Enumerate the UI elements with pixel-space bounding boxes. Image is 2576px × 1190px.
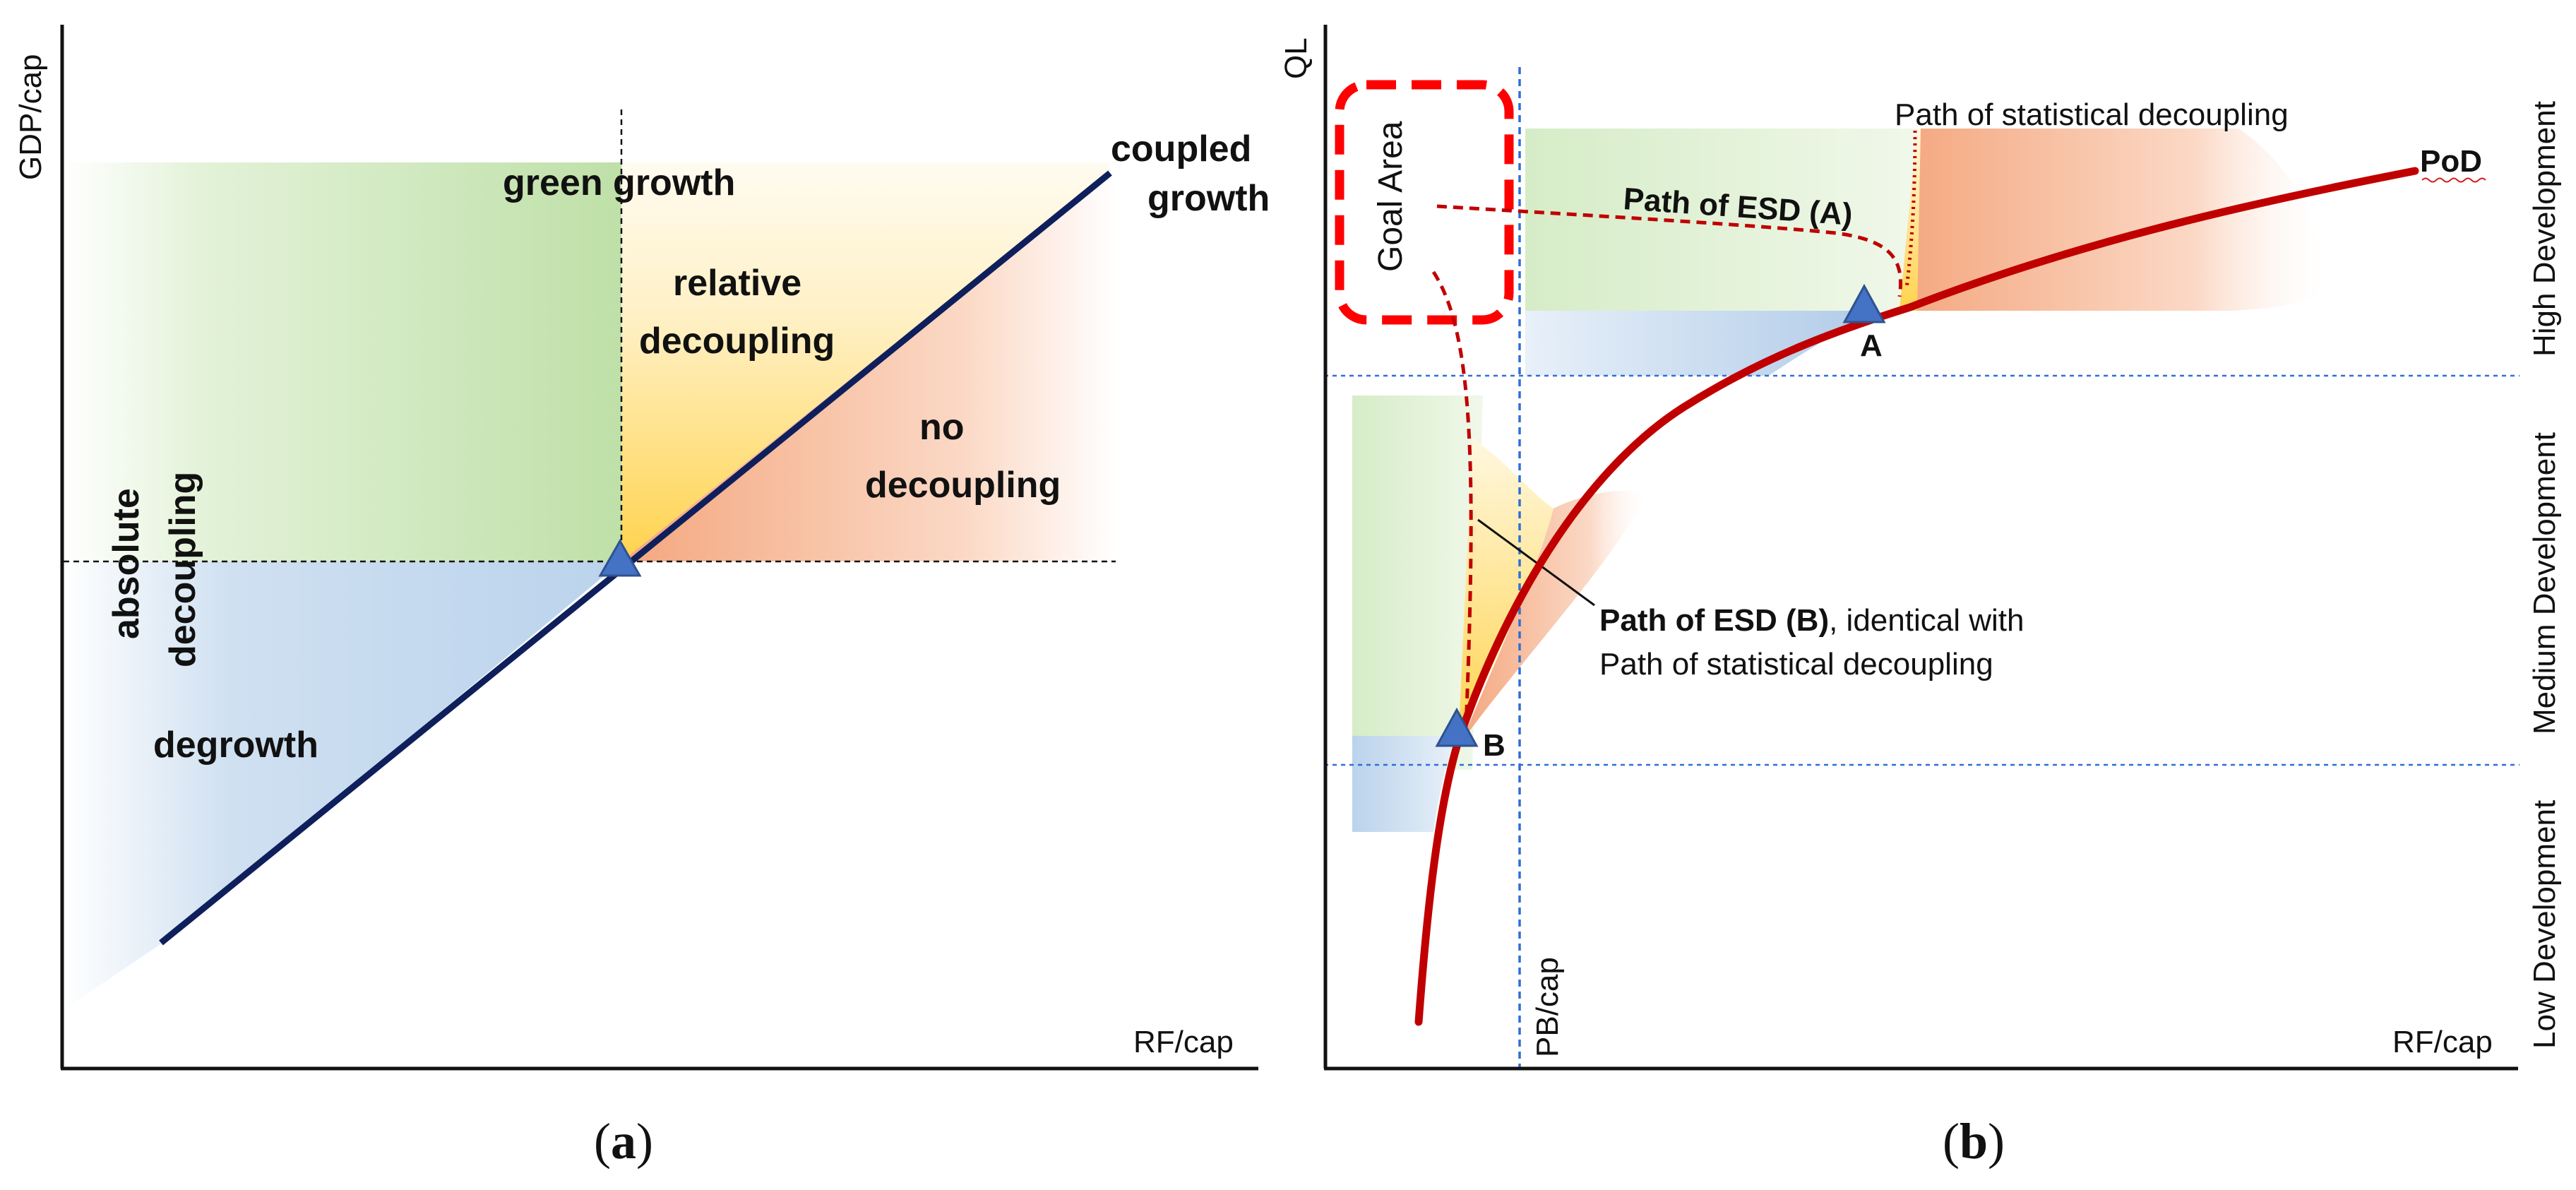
pod-curve bbox=[1414, 167, 2419, 1026]
esd-b-leader-line bbox=[1477, 518, 1595, 607]
pb-cap-label: PB/cap bbox=[1530, 957, 1565, 1057]
relative-decoupling-region bbox=[621, 162, 1109, 561]
absolute-decoupling-label-line2: decoupling bbox=[162, 472, 203, 667]
medium-development-label: Medium Development bbox=[2527, 432, 2562, 734]
path-esd-b-label: Path of ESD (B), identical with bbox=[1599, 603, 2024, 638]
panel-b: Goal Area QL RF/cap PB/cap PoD A B Path … bbox=[1279, 25, 2562, 1170]
coupled-growth-label-line2: growth bbox=[1147, 178, 1270, 219]
panel-a: GDP/cap RF/cap green growth coupled grow… bbox=[13, 25, 1270, 1170]
goal-area-label: Goal Area bbox=[1372, 121, 1409, 272]
relative-decoupling-label-line2: decoupling bbox=[639, 321, 835, 362]
point-b-marker bbox=[1435, 707, 1479, 747]
panel-b-caption: (b) bbox=[1943, 1113, 2005, 1170]
x-axis-label: RF/cap bbox=[1133, 1025, 1234, 1059]
high-dev-orange-region bbox=[1900, 129, 2325, 311]
medium-dev-yellow-region bbox=[1458, 438, 1554, 745]
y-axis-label: QL bbox=[1279, 37, 1313, 79]
green-growth-region bbox=[64, 162, 621, 561]
absolute-decoupling-label-line1: absolute bbox=[106, 488, 147, 639]
coupled-growth-line bbox=[159, 170, 1112, 946]
high-dev-blue-region bbox=[1525, 311, 1878, 376]
path-of-esd-b-line bbox=[1431, 270, 1473, 746]
degrowth-region bbox=[64, 561, 621, 1010]
point-a-marker bbox=[1842, 283, 1886, 323]
medium-dev-orange-region bbox=[1462, 491, 1645, 742]
origin-triangle-marker bbox=[598, 538, 642, 577]
no-decoupling-label-line2: decoupling bbox=[865, 465, 1061, 506]
pod-label: PoD bbox=[2420, 144, 2482, 179]
relative-decoupling-label-line1: relative bbox=[673, 263, 801, 304]
goal-area-box bbox=[1335, 80, 1514, 325]
low-development-label: Low Development bbox=[2527, 800, 2562, 1049]
path-esd-b-bold: Path of ESD (B) bbox=[1599, 603, 1829, 638]
high-development-label: High Development bbox=[2527, 101, 2562, 357]
panel-a-caption: (a) bbox=[594, 1113, 653, 1170]
point-b-label: B bbox=[1483, 728, 1505, 763]
x-axis-label: RF/cap bbox=[2392, 1025, 2493, 1059]
path-esd-b-label-line2: Path of statistical decoupling bbox=[1599, 647, 1993, 682]
path-of-statistical-decoupling-line bbox=[1904, 130, 1917, 289]
panel-b-caption-letter: b bbox=[1960, 1113, 1988, 1170]
no-decoupling-label-line1: no bbox=[919, 407, 965, 448]
green-growth-label: green growth bbox=[503, 162, 735, 203]
pod-spellcheck-underline bbox=[2421, 177, 2486, 183]
panel-a-caption-letter: a bbox=[611, 1113, 636, 1170]
medium-dev-green-region bbox=[1352, 395, 1483, 770]
high-dev-green-region bbox=[1525, 129, 1917, 311]
point-a-label: A bbox=[1860, 328, 1883, 363]
y-axis-label: GDP/cap bbox=[13, 54, 48, 180]
medium-dev-blue-region bbox=[1352, 736, 1455, 832]
degrowth-label: degrowth bbox=[153, 725, 318, 766]
coupled-growth-label-line1: coupled bbox=[1111, 129, 1251, 169]
high-dev-yellow-region bbox=[1900, 129, 1921, 311]
path-of-esd-a-line bbox=[1436, 204, 1902, 297]
path-esd-b-rest: , identical with bbox=[1829, 603, 2024, 638]
path-statistical-decoupling-label: Path of statistical decoupling bbox=[1895, 97, 2289, 132]
